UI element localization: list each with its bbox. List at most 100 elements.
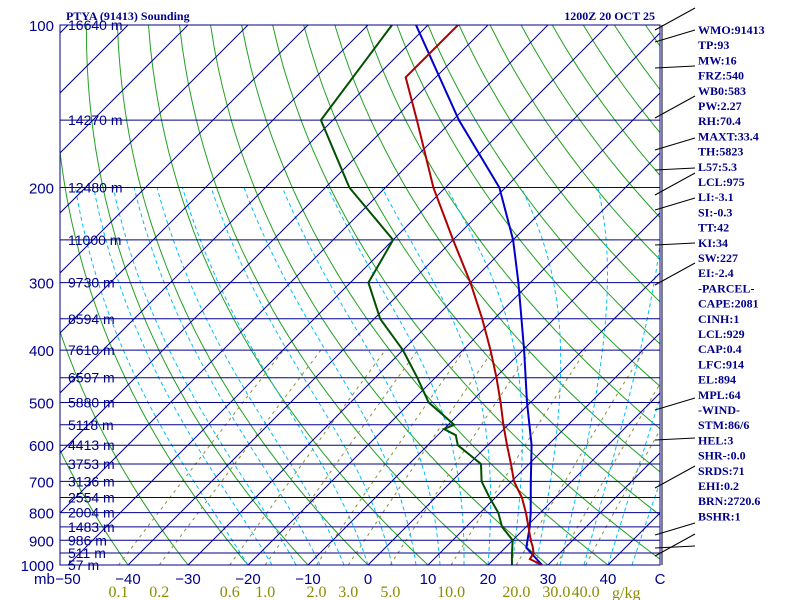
isotherm-line	[60, 25, 189, 154]
pressure-tick-label: 700	[29, 474, 54, 491]
height-label: 2004 m	[68, 505, 115, 521]
height-label: 9730 m	[68, 275, 115, 291]
mixing-ratio-line	[585, 429, 660, 565]
wind-barb	[654, 242, 696, 246]
wind-barbs	[654, 7, 696, 565]
temperature-tick-label: −40	[115, 571, 140, 588]
height-label: 5118 m	[68, 417, 114, 433]
mixing-ratio-line	[316, 349, 465, 565]
isotherm-line	[427, 332, 660, 565]
pressure-tick-label: 800	[29, 506, 54, 523]
height-label: 7610 m	[68, 342, 115, 358]
isotherm-line	[60, 25, 309, 274]
temperature-tick-label: 10	[420, 571, 437, 588]
mixing-ratio-tick-label: 20.0	[502, 584, 530, 600]
pressure-tick-label: 300	[29, 276, 54, 293]
mixing-ratio-tick-label: 0.2	[149, 584, 169, 600]
wind-barb	[654, 65, 696, 69]
moist-adiabat-line	[583, 240, 660, 565]
stability-index: TP:93	[698, 38, 729, 52]
mixing-ratio-line	[450, 349, 587, 565]
stability-index: BRN:2720.6	[698, 494, 760, 508]
dry-adiabats	[60, 25, 800, 565]
wind-barb	[654, 7, 696, 31]
dry-adiabat-line	[770, 25, 800, 565]
stability-index: TH:5823	[698, 145, 743, 159]
mixing-ratio-line	[118, 349, 284, 565]
stability-index: MW:16	[698, 53, 737, 67]
temperature-tick-label: 30	[540, 571, 557, 588]
mixing-ratio-tick-label: 2.0	[307, 584, 327, 600]
height-label: 6597 m	[68, 370, 115, 386]
stability-index: CAP:0.4	[698, 342, 742, 356]
temperature-tick-label: −50	[55, 571, 80, 588]
wind-barb	[654, 262, 696, 286]
stability-index: LI:-3.1	[698, 190, 734, 204]
mixing-ratio-unit-label: g/kg	[612, 585, 640, 600]
moist-adiabat-line	[520, 187, 562, 565]
isotherm-line	[60, 25, 429, 394]
isotherm-line	[60, 25, 489, 454]
dry-adiabat-line	[582, 25, 660, 134]
chart-title: PTYA (91413) Sounding	[66, 9, 190, 23]
stability-index: HEL:3	[698, 433, 733, 447]
height-label: 511 m	[68, 545, 106, 561]
height-label: 1483 m	[68, 519, 115, 535]
stability-index: -PARCEL-	[698, 281, 754, 295]
mixing-ratio-tick-label: 30.0	[542, 584, 570, 600]
wind-barb	[654, 197, 696, 211]
isotherms	[60, 25, 660, 565]
mixing-ratio-tick-label: 1.0	[255, 584, 275, 600]
isotherm-line	[367, 272, 660, 565]
stability-index: WB0:583	[698, 84, 746, 98]
isobars	[60, 24, 660, 566]
pressure-tick-label: 500	[29, 395, 54, 412]
stability-index: MAXT:33.4	[698, 129, 759, 143]
dewpoint-trace	[319, 25, 514, 565]
stability-index: BSHR:1	[698, 509, 741, 523]
stability-index: TT:42	[698, 221, 729, 235]
wind-barb	[654, 172, 696, 196]
isotherm-line	[487, 392, 660, 565]
moist-adiabats	[74, 187, 660, 565]
wind-barb	[654, 397, 696, 411]
isotherm-line	[187, 92, 660, 565]
plot-frame	[59, 24, 661, 566]
wind-barb	[654, 533, 696, 557]
wind-barb	[654, 95, 696, 119]
pressure-unit-label: mb	[34, 571, 55, 588]
parcel-trace	[415, 25, 543, 565]
wind-barb	[654, 167, 696, 171]
stability-index: PW:2.27	[698, 99, 742, 113]
isotherm-line	[247, 152, 660, 565]
moist-adiabat-line	[327, 187, 465, 565]
height-label: 12480 m	[68, 180, 122, 196]
wind-barb	[654, 522, 696, 536]
isotherm-line	[127, 32, 660, 565]
stability-index: STM:86/6	[698, 418, 749, 432]
isotherm-line	[60, 25, 249, 214]
stability-index: CINH:1	[698, 312, 739, 326]
temperature-tick-label: C	[655, 571, 666, 588]
height-label: 11000 m	[68, 232, 121, 248]
pressure-tick-label: 100	[29, 18, 54, 35]
temperature-tick-label: 20	[480, 571, 497, 588]
dry-adiabat-line	[179, 25, 489, 565]
valid-time: 1200Z 20 OCT 25	[564, 9, 655, 23]
stability-index: LCL:975	[698, 175, 745, 189]
mixing-ratio-tick-label: 3.0	[338, 584, 358, 600]
stability-index: EHI:0.2	[698, 479, 739, 493]
height-label: 4413 m	[68, 437, 115, 453]
stability-index: RH:70.4	[698, 114, 741, 128]
wind-barb	[654, 545, 696, 549]
height-label: 3136 m	[68, 473, 115, 489]
pressure-tick-label: 1000	[21, 558, 54, 575]
dry-adiabat-line	[241, 25, 609, 565]
moist-adiabat-line	[133, 187, 321, 565]
stability-index: L57:5.3	[698, 160, 737, 174]
mixing-ratio-lines	[118, 349, 660, 565]
mixing-ratio-tick-label: 0.6	[220, 584, 240, 600]
height-label: 986 m	[68, 532, 107, 548]
wind-barb	[654, 437, 696, 441]
